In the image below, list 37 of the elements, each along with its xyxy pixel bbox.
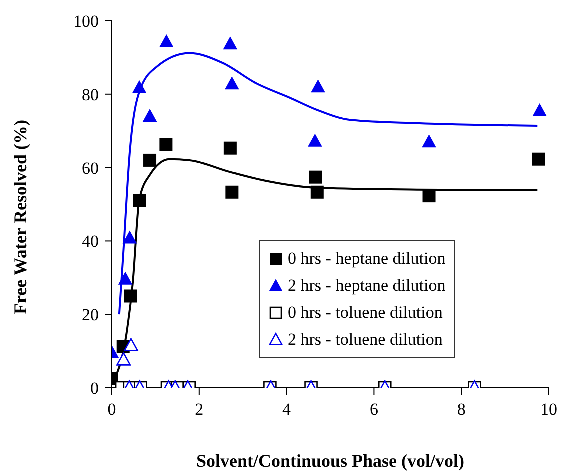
y-tick-label: 100: [74, 12, 99, 32]
point: [532, 152, 546, 166]
point: [133, 194, 146, 208]
y-tick-label: 80: [82, 85, 99, 104]
point: [308, 134, 322, 147]
y-tick-label: 0: [90, 379, 99, 398]
point: [310, 186, 324, 199]
legend-label: 0 hrs - toluene dilution: [288, 302, 443, 322]
point: [226, 186, 239, 199]
legend-label: 2 hrs - toluene dilution: [288, 330, 443, 350]
point: [122, 230, 138, 244]
point: [532, 103, 547, 116]
y-axis-title: Free Water Resolved (%): [10, 120, 30, 314]
x-tick-label: 0: [108, 400, 116, 420]
x-tick-label: 8: [457, 400, 466, 420]
y-tick-label: 60: [82, 158, 99, 178]
point: [118, 272, 133, 285]
point: [132, 80, 147, 94]
legend-label: 2 hrs - heptane dilution: [288, 276, 446, 296]
point: [142, 108, 158, 122]
point: [160, 138, 173, 152]
point: [422, 134, 436, 148]
point: [223, 36, 238, 50]
point: [144, 154, 157, 167]
point: [311, 80, 326, 93]
x-tick-label: 4: [282, 400, 292, 420]
x-tick-label: 2: [195, 400, 204, 420]
point: [225, 76, 240, 90]
point: [224, 142, 237, 155]
x-tick-label: 6: [370, 400, 378, 420]
y-tick-label: 20: [82, 306, 99, 325]
x-tick-label: 10: [540, 400, 558, 420]
point: [159, 34, 174, 48]
legend-label: 0 hrs - heptane dilution: [288, 248, 446, 268]
x-axis-title: Solvent/Continuous Phase (vol/vol): [196, 451, 465, 471]
y-tick-label: 40: [82, 232, 99, 252]
point: [309, 170, 322, 184]
